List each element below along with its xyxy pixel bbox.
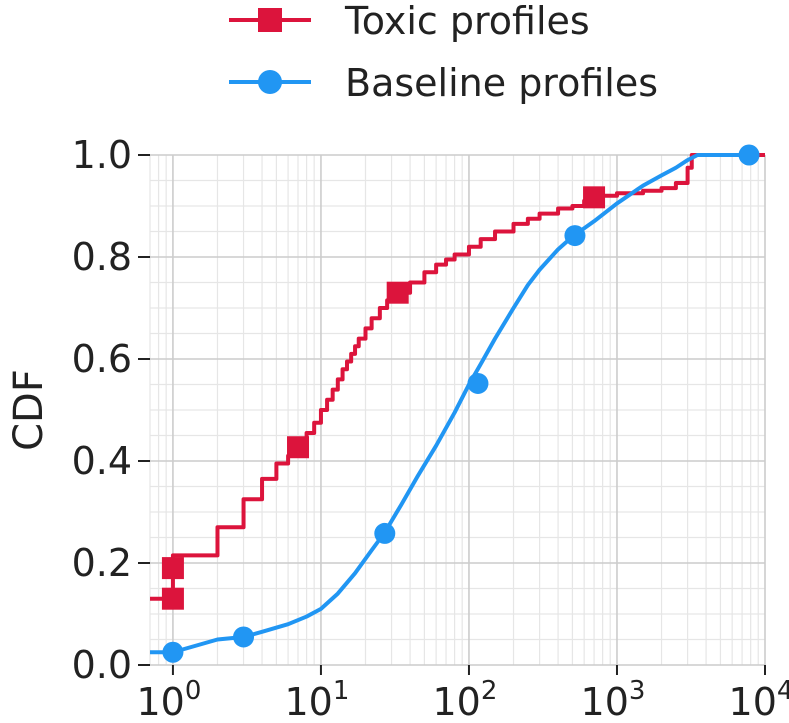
x-tick-label: 104 (729, 676, 789, 723)
baseline-data-marker (564, 225, 586, 247)
series-line-baseline (150, 153, 751, 655)
grid-minor (149, 155, 765, 665)
y-tick-label: 0.8 (72, 235, 132, 279)
baseline-data-marker (233, 626, 255, 648)
toxic-data-marker (287, 436, 310, 459)
baseline-data-marker (162, 641, 184, 663)
series-lines (150, 153, 765, 655)
legend-marker-toxic (258, 8, 282, 32)
baseline-data-marker (374, 522, 396, 544)
baseline-data-marker (738, 144, 760, 166)
y-tick-label: 1.0 (72, 133, 132, 177)
series-line-toxic (150, 153, 765, 601)
y-tick-label: 0.2 (72, 541, 132, 585)
axis-ticks: 0.0 0.2 0.4 0.6 0.8 1.0 100 101 102 103 104 (72, 133, 789, 723)
x-tick-label: 103 (581, 676, 646, 723)
y-tick-label: 0.4 (72, 439, 132, 483)
x-tick-label: 100 (136, 676, 201, 723)
grid-major (150, 154, 766, 666)
y-tick-label: 0.0 (72, 643, 132, 687)
legend-marker-baseline (258, 70, 282, 94)
legend-label-toxic: Toxic profiles (344, 0, 590, 43)
x-tick-label: 101 (284, 676, 349, 723)
legend-label-baseline: Baseline profiles (345, 61, 658, 105)
toxic-data-marker (161, 557, 184, 580)
legend: Toxic profiles Baseline profiles (229, 0, 658, 105)
y-axis-label: CDF (6, 369, 52, 451)
x-tick-label: 102 (433, 676, 498, 723)
baseline-data-marker (467, 372, 489, 394)
series-markers (161, 144, 760, 663)
y-tick-label: 0.6 (72, 337, 132, 381)
toxic-data-marker (583, 186, 606, 209)
toxic-data-marker (161, 587, 184, 610)
toxic-data-marker (386, 281, 409, 304)
